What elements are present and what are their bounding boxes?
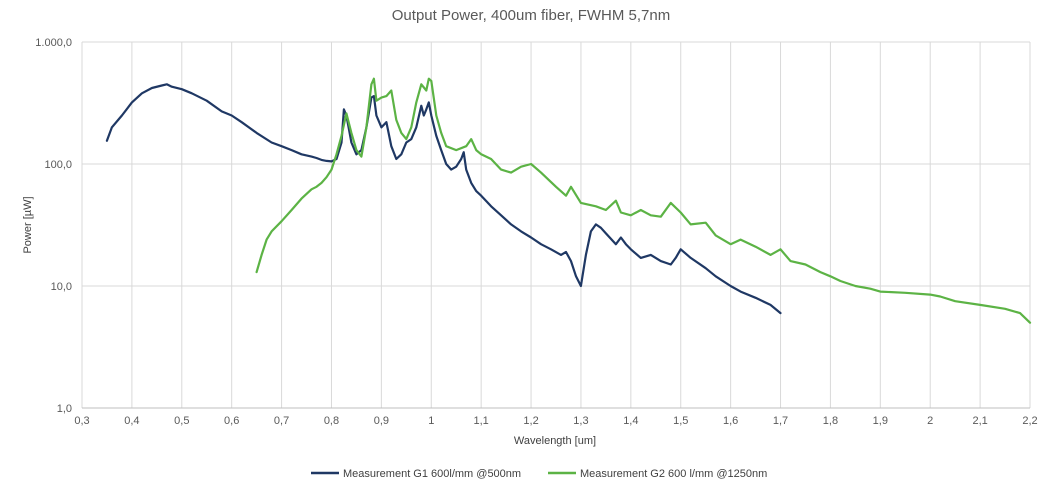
x-tick-label: 2 [927,415,933,427]
x-tick-label: 0,7 [274,415,289,427]
x-tick-label: 1,3 [573,415,588,427]
x-tick-label: 2,2 [1022,415,1037,427]
legend-label-2: Measurement G2 600 l/mm @1250nm [580,468,767,480]
series-line-1 [105,83,782,315]
y-tick-label: 10,0 [51,281,72,293]
gridlines [81,41,1031,409]
series-line-2 [255,77,1032,324]
x-tick-label: 1,7 [773,415,788,427]
y-tick-label: 1.000,0 [35,37,72,49]
x-tick-label: 0,6 [224,415,239,427]
x-tick-label: 1,4 [623,415,638,427]
x-tick-label: 1,6 [723,415,738,427]
x-axis-label: Wavelength [um] [514,435,596,447]
x-tick-label: 1,9 [873,415,888,427]
x-tick-label: 1,1 [474,415,489,427]
y-axis-label: Power [µW] [22,196,34,253]
legend-label-1: Measurement G1 600l/mm @500nm [343,468,521,480]
y-tick-label: 1,0 [57,403,72,415]
chart-title: Output Power, 400um fiber, FWHM 5,7nm [392,7,670,24]
x-tick-label: 0,9 [374,415,389,427]
axes: 0,3 0,4 0,5 0,6 0,7 0,8 0,9 1 1,1 1,2 1,3 1,4 1,5 1,6… [35,37,1037,427]
x-tick-label: 1 [428,415,434,427]
x-tick-label: 1,8 [823,415,838,427]
x-tick-label: 0,3 [74,415,89,427]
x-tick-label: 1,2 [523,415,538,427]
x-tick-label: 1,5 [673,415,688,427]
x-tick-label: 0,4 [124,415,139,427]
series-lines [105,77,1032,324]
x-tick-label: 0,8 [324,415,339,427]
x-tick-label: 0,5 [174,415,189,427]
x-tick-label: 2,1 [972,415,987,427]
y-tick-label: 100,0 [44,159,72,171]
legend: Measurement G1 600l/mm @500nm Measurement… [311,468,767,480]
